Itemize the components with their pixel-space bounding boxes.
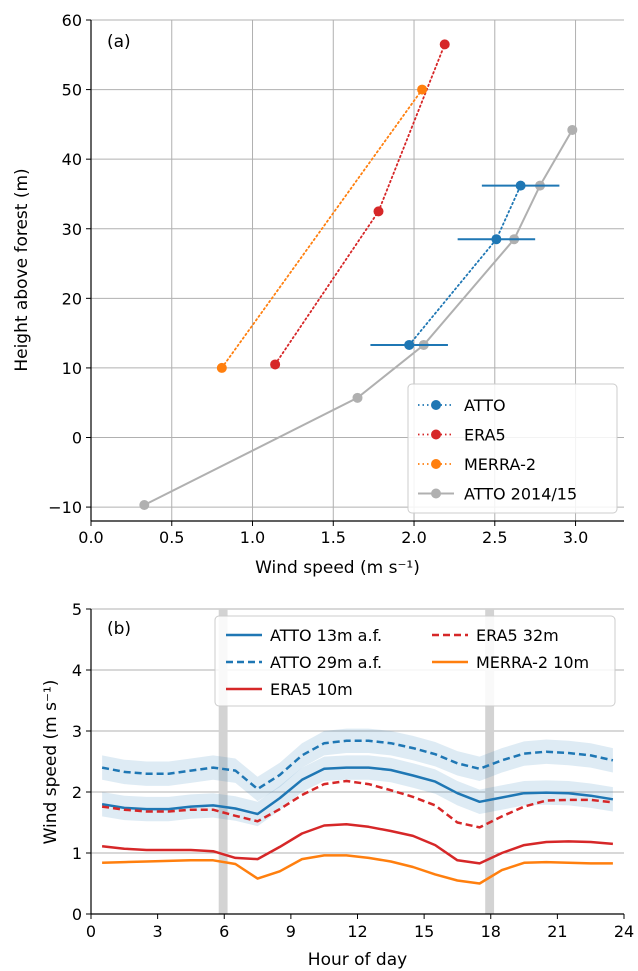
y-tick-label: 5 [72, 600, 82, 619]
x-tick-label: 12 [347, 922, 367, 941]
y-tick-label: 4 [72, 661, 82, 680]
x-tick-label: 3.0 [563, 528, 588, 547]
x-tick-label: 0.5 [159, 528, 184, 547]
data-point [417, 84, 428, 95]
legend-label: ERA5 32m [476, 626, 559, 645]
legend-marker [431, 459, 441, 469]
data-point [139, 499, 150, 510]
legend-label: ERA5 10m [270, 680, 353, 699]
legend-label: ATTO 13m a.f. [270, 626, 382, 645]
x-tick-label: 1.0 [240, 528, 265, 547]
data-point [491, 234, 502, 245]
y-axis-label: Height above forest (m) [12, 168, 32, 371]
data-point [439, 39, 450, 50]
data-point [515, 180, 526, 191]
y-tick-label: 2 [72, 783, 82, 802]
legend-box [407, 383, 618, 514]
series-line-era5-32m [101, 779, 614, 829]
x-tick-label: 9 [286, 922, 296, 941]
data-point [270, 359, 281, 370]
series-line-era5-10m [101, 823, 614, 865]
series-line-atto [408, 184, 522, 346]
series-line-merra-2-10m [102, 854, 613, 885]
series-line-atto-29m-a-f- [101, 739, 614, 791]
x-tick-label: 2.0 [401, 528, 426, 547]
y-tick-label: 40 [62, 150, 82, 169]
y-tick-label: 10 [62, 359, 82, 378]
legend-label: ATTO [464, 396, 506, 415]
data-point [373, 206, 384, 217]
y-axis-label: Wind speed (m s⁻¹) [41, 680, 61, 845]
panel-label: (b) [107, 619, 131, 639]
y-tick-label: −10 [48, 498, 82, 517]
legend-label: ATTO 2014/15 [464, 485, 577, 504]
y-tick-label: 1 [72, 844, 82, 863]
series-line-atto-13m-a-f- [101, 766, 614, 816]
series-line-merra-2 [220, 88, 424, 369]
x-tick-label: 0.0 [78, 528, 103, 547]
x-tick-label: 3 [153, 922, 163, 941]
x-tick-label: 0 [86, 922, 96, 941]
x-axis-label: Hour of day [308, 950, 407, 970]
legend-marker [431, 400, 441, 410]
y-tick-label: 30 [62, 220, 82, 239]
legend-label: MERRA-2 [464, 455, 536, 474]
y-tick-label: 50 [62, 81, 82, 100]
data-point [216, 362, 227, 373]
x-tick-label: 2.5 [482, 528, 507, 547]
y-tick-label: 3 [72, 722, 82, 741]
y-tick-label: 60 [62, 11, 82, 30]
x-tick-label: 21 [547, 922, 567, 941]
uncertainty-band [102, 728, 613, 802]
x-tick-label: 1.5 [321, 528, 346, 547]
legend-label: ERA5 [464, 426, 506, 445]
x-tick-label: 15 [414, 922, 434, 941]
shaded-band [485, 609, 495, 914]
legend-box [214, 615, 616, 707]
series-line-atto-2014-15 [143, 128, 574, 506]
legend-label: ATTO 29m a.f. [270, 653, 382, 672]
shaded-band [218, 609, 228, 914]
x-axis-label: Wind speed (m s⁻¹) [255, 558, 420, 578]
panel-label: (a) [107, 32, 131, 52]
legend-label: MERRA-2 10m [476, 653, 589, 672]
x-tick-label: 6 [219, 922, 229, 941]
legend-marker [431, 488, 441, 499]
y-tick-label: 0 [72, 905, 82, 924]
legend-marker [431, 429, 441, 440]
y-tick-label: 20 [62, 289, 82, 308]
data-point [567, 124, 578, 135]
y-tick-label: 0 [72, 429, 82, 448]
x-tick-label: 24 [614, 922, 634, 941]
data-point [404, 339, 415, 350]
data-point [352, 392, 363, 403]
x-tick-label: 18 [481, 922, 501, 941]
